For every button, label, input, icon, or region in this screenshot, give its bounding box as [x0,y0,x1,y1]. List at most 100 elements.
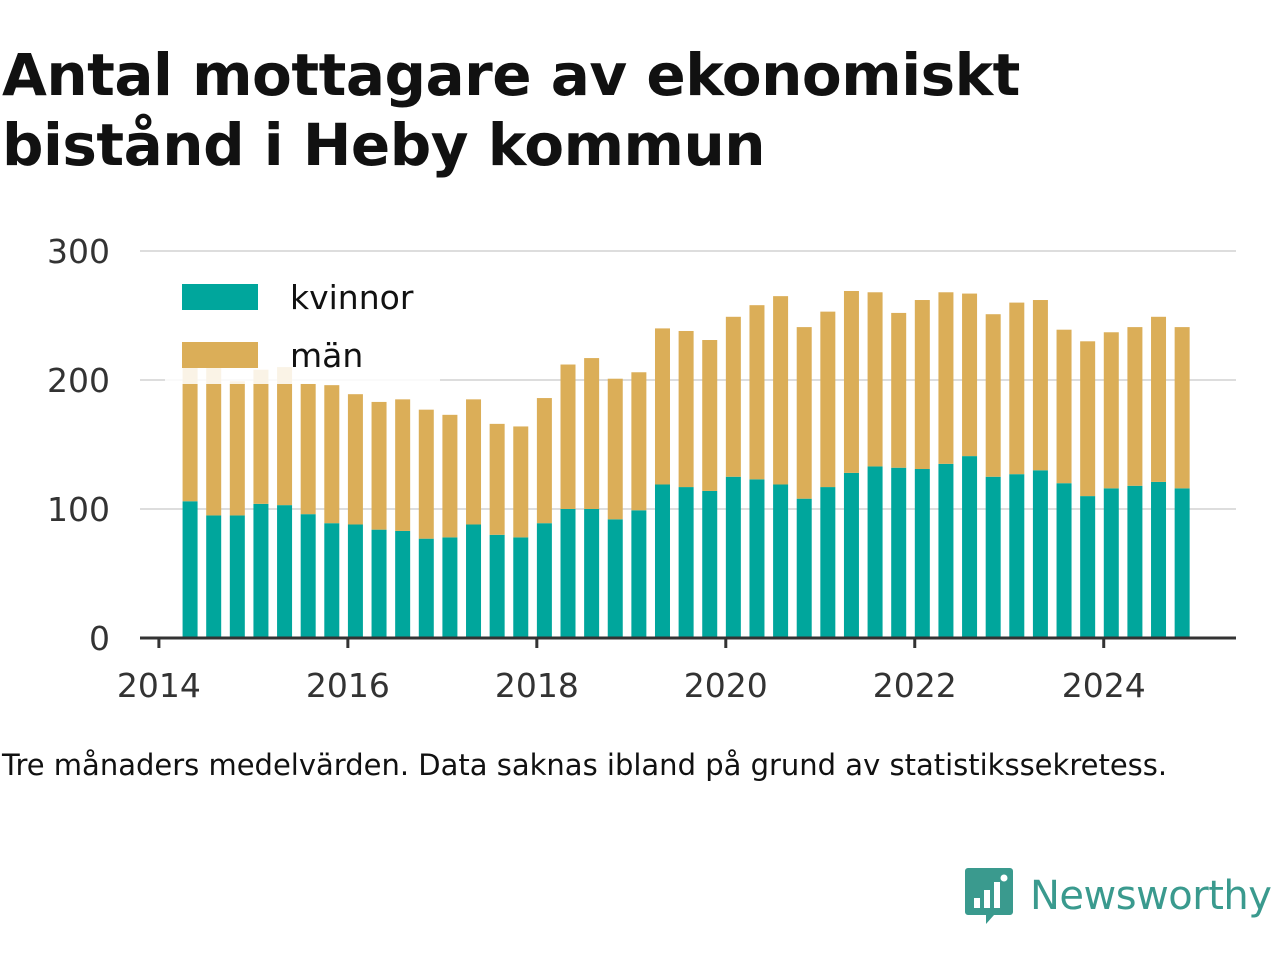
x-tick-label: 2022 [873,666,957,705]
bar-man [1032,300,1048,471]
bar-kvinnor [1174,488,1190,638]
bar-kvinnor [513,537,529,638]
bar-man [1127,327,1143,486]
bar-man [1103,332,1119,489]
legend-swatch [182,342,258,368]
bar-kvinnor [418,538,434,638]
bar-kvinnor [489,534,505,638]
bar-kvinnor [985,476,1001,638]
bar-kvinnor [678,487,694,638]
bar-kvinnor [560,509,576,638]
bar-man [1080,341,1096,497]
bar-man [513,426,529,538]
y-tick-label: 300 [47,232,110,271]
brand-name: Newsworthy [1030,873,1272,919]
stacked-bar-chart: kvinnor män 2014 2016 2018 2020 2022 2024 0 100… [47,232,1236,705]
bar-man [1056,329,1072,484]
bar-man [607,378,623,520]
bar-man [560,364,576,509]
chart-title: Antal mottagare av ekonomiskt bistånd i … [2,41,1020,179]
legend-swatch [182,284,258,310]
bar-kvinnor [891,467,907,638]
bar-kvinnor [654,484,670,638]
bar-kvinnor [229,515,245,638]
bar-kvinnor [914,469,930,638]
bar-kvinnor [395,530,411,638]
bar-kvinnor [536,523,552,638]
bar-man [371,401,387,530]
y-tick-label: 100 [47,490,110,529]
bar-man [489,423,505,535]
bar-man [843,290,859,473]
brand-logo: Newsworthy [964,864,1272,928]
bar-kvinnor [584,509,600,638]
bar-kvinnor [631,510,647,638]
bar-man [536,398,552,524]
x-tick-label: 2018 [495,666,579,705]
bar-kvinnor [347,524,363,638]
bar-man [442,414,458,538]
bar-man [796,327,812,499]
bar-man [206,367,222,516]
bar-man [820,311,836,488]
bar-kvinnor [773,484,789,638]
bar-kvinnor [749,479,765,638]
y-axis-ticks: 0 100 200 300 [47,232,110,658]
bar-man [466,399,482,525]
legend-label: kvinnor [290,278,414,317]
bar-man [678,330,694,488]
bar-kvinnor [607,519,623,638]
x-tick-label: 2020 [684,666,768,705]
bar-kvinnor [182,501,198,638]
bar-man [418,409,434,539]
bar-kvinnor [725,476,741,638]
bar-kvinnor [1009,474,1025,638]
bar-kvinnor [938,463,954,638]
bar-man [914,300,930,470]
bar-man [347,394,363,525]
bar-man [300,383,316,515]
bar-kvinnor [442,537,458,638]
bar-kvinnor [820,487,836,638]
bar-kvinnor [466,524,482,638]
bar-man [891,312,907,468]
bar-kvinnor [867,466,883,638]
bar-kvinnor [702,490,718,638]
legend-label: män [290,336,363,375]
bar-man [962,293,978,457]
bar-man [324,385,340,524]
bar-man [1151,316,1167,482]
x-tick-label: 2024 [1062,666,1146,705]
bar-man [654,328,670,485]
bar-man [749,305,765,480]
bar-man [631,372,647,511]
bar-kvinnor [1056,483,1072,638]
bar-kvinnor [206,515,222,638]
bar-kvinnor [1103,488,1119,638]
bar-man [867,292,883,467]
bar-kvinnor [324,523,340,638]
bar-man [725,316,741,477]
legend: kvinnor män [165,266,440,384]
footnote: Tre månaders medelvärden. Data saknas ib… [2,748,1168,782]
bar-man [584,358,600,509]
bar-man [985,314,1001,477]
newsworthy-logo-icon [965,868,1013,924]
bar-man [277,367,293,506]
bar-kvinnor [371,529,387,638]
bar-man [229,381,245,516]
bar-man [702,340,718,491]
bar-kvinnor [300,514,316,638]
bar-kvinnor [1080,496,1096,638]
bar-kvinnor [253,503,269,638]
bar-man [1174,327,1190,489]
bar-man [182,367,198,502]
bar-kvinnor [1151,481,1167,638]
bar-man [938,292,954,464]
bar-kvinnor [1032,470,1048,638]
bar-man [253,369,269,504]
bar-man [395,399,411,531]
bar-kvinnor [277,505,293,638]
bar-kvinnor [1127,485,1143,638]
bar-man [1009,302,1025,475]
